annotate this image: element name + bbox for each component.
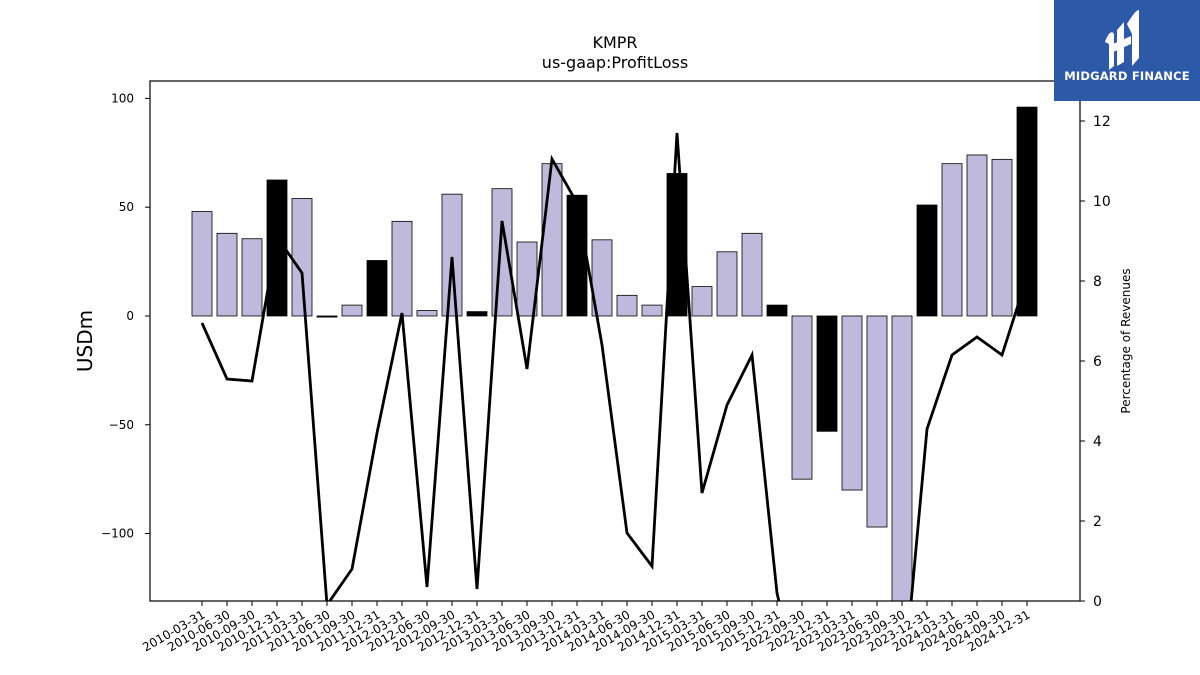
bar — [591, 239, 613, 317]
y2-axis-label: Percentage of Revenues — [1119, 268, 1133, 413]
bar — [641, 304, 663, 317]
y-axis-label: USDm — [73, 310, 97, 372]
bar — [191, 211, 213, 317]
bar — [841, 315, 863, 491]
bar — [441, 193, 463, 317]
bar — [216, 232, 238, 317]
logo-text: MIDGARD FINANCE — [1064, 69, 1190, 83]
bar — [291, 198, 313, 317]
plot-frame — [149, 80, 1081, 602]
y2-tick-label: 4 — [1093, 434, 1102, 450]
y-tick-label: 50 — [119, 200, 134, 214]
bar — [716, 251, 738, 317]
y2-tick-label: 12 — [1093, 114, 1111, 130]
y-tick-label: 100 — [111, 91, 134, 105]
bar — [566, 194, 588, 317]
y2-tick-label: 0 — [1093, 594, 1102, 610]
bar — [266, 179, 288, 317]
bar — [816, 315, 838, 432]
bar — [241, 238, 263, 317]
midgard-finance-logo: MIDGARD FINANCE — [1054, 0, 1200, 101]
bar — [466, 311, 488, 317]
bar — [866, 315, 888, 528]
bar — [891, 315, 913, 602]
bar — [691, 286, 713, 317]
bar — [416, 310, 438, 317]
bar — [391, 220, 413, 317]
bar-series — [191, 106, 1038, 602]
bar — [491, 188, 513, 317]
percentage-line — [200, 132, 1029, 601]
bar — [791, 315, 813, 480]
bar — [366, 260, 388, 317]
bar — [1016, 106, 1038, 317]
bar — [991, 158, 1013, 317]
y-axis-right: 0 2 4 6 8 10 12 — [1080, 114, 1111, 610]
chart-title: KMPR — [592, 33, 637, 52]
bar — [766, 304, 788, 317]
y2-tick-label: 2 — [1093, 514, 1102, 530]
bar — [916, 204, 938, 317]
y2-tick-label: 8 — [1093, 274, 1102, 290]
bar — [741, 232, 763, 317]
line-series — [200, 132, 1029, 601]
y-tick-label: −100 — [101, 527, 134, 541]
bar — [341, 304, 363, 317]
bar — [966, 154, 988, 317]
logo-mark-icon — [1105, 10, 1139, 70]
bar — [541, 163, 563, 317]
y2-tick-label: 10 — [1093, 194, 1111, 210]
x-axis: 2010-03-312010-06-302010-09-302010-12-31… — [140, 601, 1033, 654]
bar — [616, 294, 638, 317]
bar — [941, 163, 963, 317]
y-axis-left: −100 −50 0 50 100 — [101, 91, 150, 541]
y-tick-label: 0 — [126, 309, 134, 323]
y2-tick-label: 6 — [1093, 354, 1102, 370]
y-tick-label: −50 — [109, 418, 134, 432]
bar — [316, 315, 338, 318]
chart-subtitle: us-gaap:ProfitLoss — [542, 53, 688, 72]
